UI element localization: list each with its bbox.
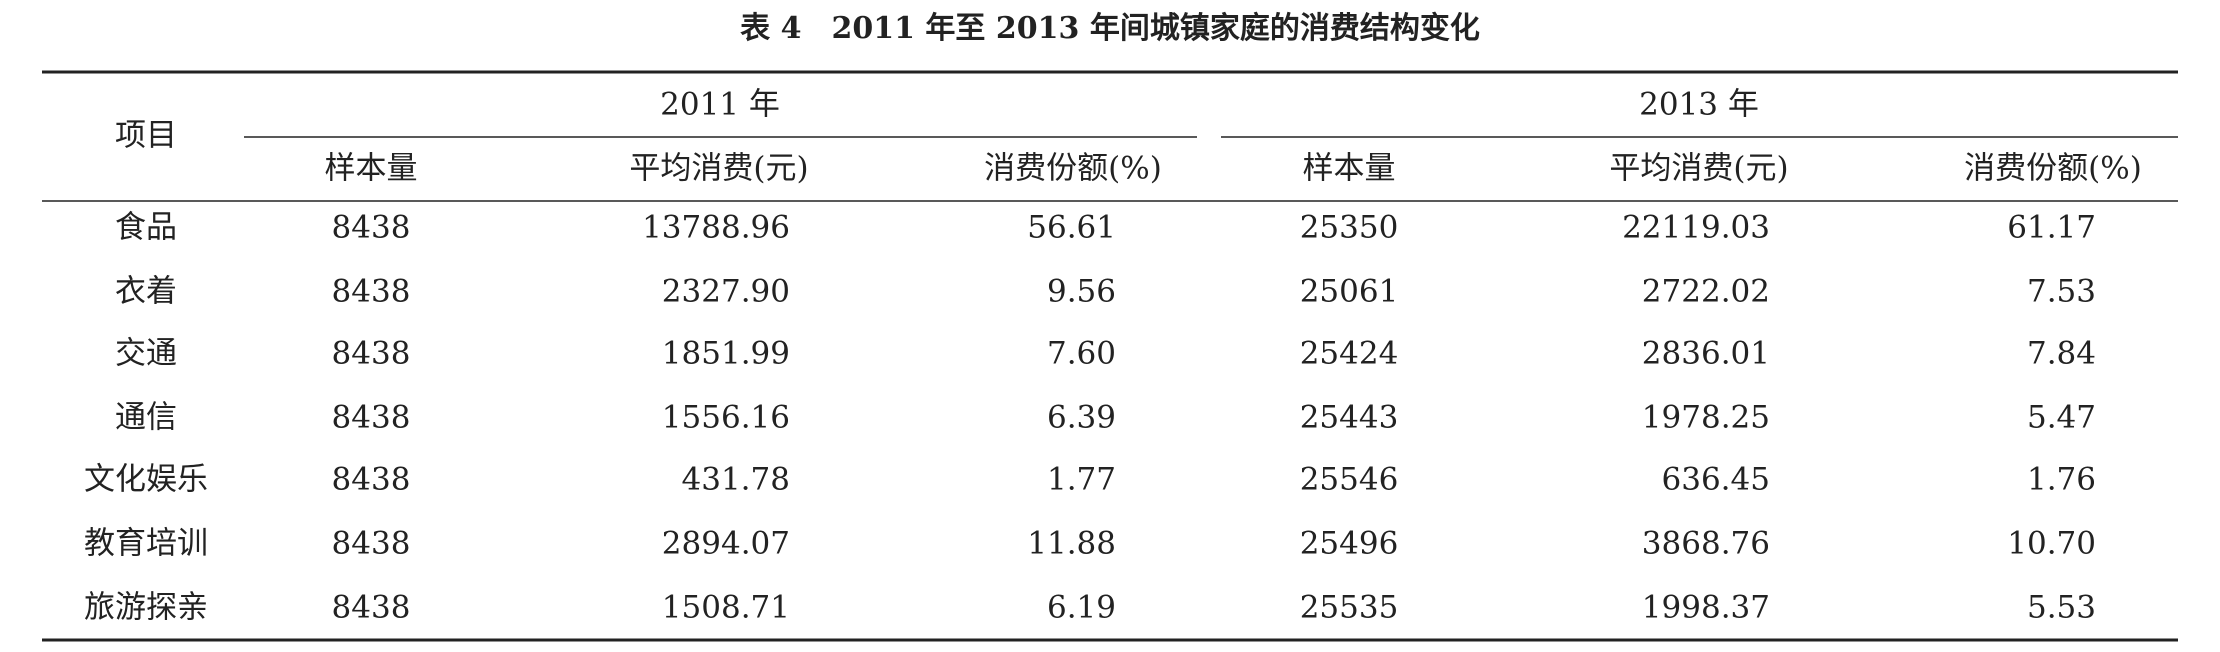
cell: 2722.02 (1642, 274, 1770, 310)
cell: 6.19 (1047, 590, 1116, 626)
row-label: 通信 (115, 400, 177, 436)
column-header: 样本量 (325, 151, 418, 187)
column-header: 消费份额(%) (1964, 151, 2142, 187)
cell: 7.84 (2027, 336, 2096, 372)
cell: 8438 (332, 400, 411, 436)
column-header: 样本量 (1303, 151, 1396, 187)
cell: 1508.71 (662, 590, 790, 626)
cell: 3868.76 (1642, 526, 1770, 562)
column-header: 平均消费(元) (1609, 151, 1788, 187)
cell: 11.88 (1027, 526, 1116, 562)
cell: 8438 (332, 336, 411, 372)
cell: 1978.25 (1642, 400, 1770, 436)
cell: 636.45 (1662, 462, 1770, 498)
cell: 1.76 (2027, 462, 2096, 498)
row-label: 文化娱乐 (84, 462, 208, 498)
cell: 1.77 (1047, 462, 1116, 498)
row-label: 教育培训 (84, 526, 208, 562)
cell: 61.17 (2007, 210, 2096, 246)
cell: 10.70 (2007, 526, 2096, 562)
row-label: 食品 (115, 210, 177, 246)
cell: 7.60 (1047, 336, 1116, 372)
cell: 25535 (1300, 590, 1399, 626)
column-header: 消费份额(%) (984, 151, 1162, 187)
cell: 1851.99 (662, 336, 790, 372)
cell: 8438 (332, 210, 411, 246)
cell: 8438 (332, 462, 411, 498)
cell: 5.53 (2027, 590, 2096, 626)
cell: 6.39 (1047, 400, 1116, 436)
cell: 8438 (332, 274, 411, 310)
cell: 9.56 (1047, 274, 1116, 310)
cell: 56.61 (1027, 210, 1116, 246)
item-header: 项目 (115, 118, 177, 154)
cell: 5.47 (2027, 400, 2096, 436)
cell: 431.78 (682, 462, 790, 498)
cell: 2836.01 (1642, 336, 1770, 372)
row-label: 衣着 (115, 274, 177, 310)
cell: 8438 (332, 590, 411, 626)
row-label: 旅游探亲 (84, 590, 208, 626)
column-header: 平均消费(元) (629, 151, 808, 187)
cell: 1556.16 (662, 400, 790, 436)
cell: 25546 (1300, 462, 1399, 498)
cell: 8438 (332, 526, 411, 562)
cell: 1998.37 (1642, 590, 1770, 626)
cell: 25496 (1300, 526, 1399, 562)
cell: 25443 (1300, 400, 1399, 436)
cell: 22119.03 (1622, 210, 1770, 246)
cell: 25350 (1300, 210, 1399, 246)
cell: 2894.07 (662, 526, 790, 562)
row-label: 交通 (115, 336, 177, 372)
cell: 25424 (1300, 336, 1399, 372)
cell: 2327.90 (662, 274, 790, 310)
cell: 13788.96 (642, 210, 790, 246)
cell: 7.53 (2027, 274, 2096, 310)
group-header: 2013 年 (1639, 87, 1759, 123)
cell: 25061 (1300, 274, 1399, 310)
table-title: 表 4 2011 年至 2013 年间城镇家庭的消费结构变化 (740, 11, 1480, 46)
group-header: 2011 年 (660, 87, 780, 123)
